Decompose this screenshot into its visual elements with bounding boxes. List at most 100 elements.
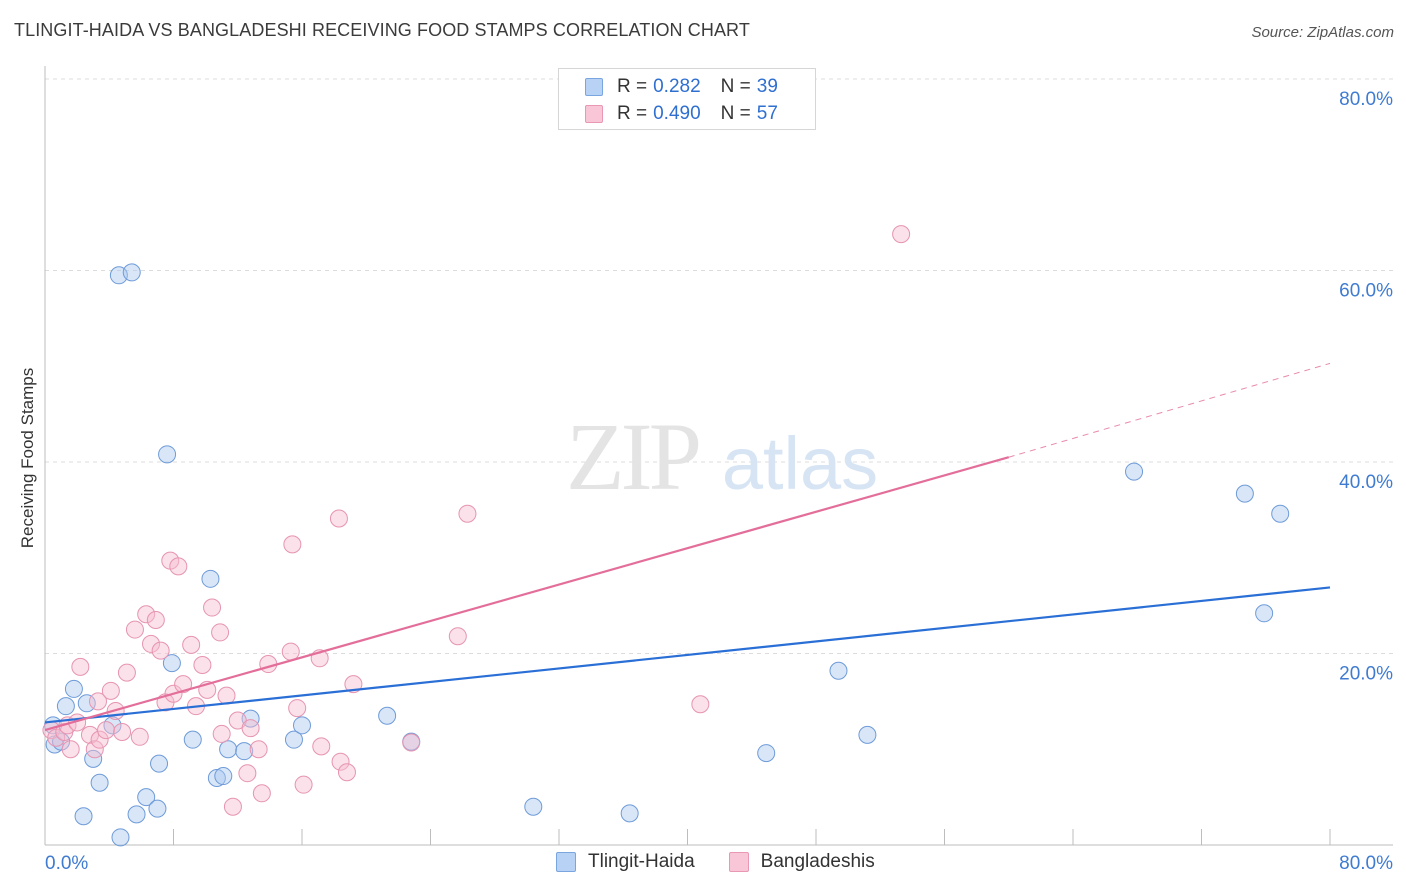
tlingit-haida-point-26 — [284, 730, 303, 749]
bangladeshis-point-50 — [337, 763, 356, 782]
legend-r-label: R = — [617, 103, 648, 124]
bangladeshis-point-35 — [223, 797, 242, 816]
tlingit-haida-point-34 — [858, 725, 877, 744]
legend-r-value: 0.282 — [653, 76, 701, 97]
tlingit-haida-point-24 — [235, 742, 254, 761]
legend-row-bangladeshis: R = 0.490 N = 57 — [585, 103, 778, 125]
x-tick-label-1: 80.0% — [1339, 853, 1393, 874]
tlingit-haida-point-38 — [1271, 504, 1290, 523]
bangladeshis-point-53 — [448, 627, 467, 646]
y-axis-label: Receiving Food Stamps — [18, 367, 37, 549]
bangladeshis-point-20 — [146, 610, 165, 629]
tlingit-haida-point-32 — [757, 744, 776, 763]
x-tick-label-0: 0.0% — [45, 853, 88, 874]
tlingit-haida-point-33 — [829, 661, 848, 680]
tlingit-haida-point-35 — [1125, 462, 1144, 481]
legend-swatch-pink — [585, 105, 603, 123]
tlingit-haida-point-7 — [84, 749, 103, 768]
trend-layer — [44, 362, 1331, 732]
points-layer — [42, 225, 1290, 847]
tlingit-haida-point-17 — [158, 445, 177, 464]
y-tick-label-1: 40.0% — [1339, 472, 1393, 493]
watermark-zip: ZIP — [566, 403, 699, 510]
legend-n-value: 57 — [756, 103, 778, 124]
bangladeshis-point-42 — [281, 642, 300, 661]
bangladeshis-point-14 — [113, 723, 132, 742]
bangladeshis-point-21 — [151, 641, 170, 660]
grid-layer — [45, 78, 1393, 654]
tlingit-haida-point-12 — [122, 263, 141, 282]
bangladeshis-point-9 — [89, 692, 108, 711]
tlingit-haida-point-16 — [150, 754, 169, 773]
bangladeshis-point-25 — [169, 557, 188, 576]
bangladeshis-point-55 — [691, 695, 710, 714]
tlingit-haida-trend-line — [44, 586, 1331, 724]
bangladeshis-point-29 — [193, 655, 212, 674]
bangladeshis-point-39 — [249, 740, 268, 759]
series-legend-label: Tlingit-Haida — [588, 851, 695, 872]
tlingit-haida-point-6 — [77, 694, 96, 713]
y-tick-label-3: 80.0% — [1339, 89, 1393, 110]
bangladeshis-point-15 — [117, 663, 136, 682]
tlingit-haida-point-4 — [64, 679, 83, 698]
tlingit-haida-point-13 — [127, 805, 146, 824]
source-note: Source: ZipAtlas.com — [1251, 24, 1394, 41]
legend-swatch-blue — [585, 78, 603, 96]
series-legend-item-tlingit-haida: Tlingit-Haida — [556, 851, 695, 873]
y-tick-label-0: 20.0% — [1339, 664, 1393, 685]
bangladeshis-point-37 — [238, 764, 257, 783]
tlingit-haida-point-14 — [137, 788, 156, 807]
tlingit-haida-point-3 — [56, 697, 75, 716]
bangladeshis-point-34 — [217, 686, 236, 705]
tlingit-haida-point-21 — [207, 768, 226, 787]
watermark-atlas: atlas — [722, 422, 878, 505]
bangladeshis-point-33 — [212, 724, 231, 743]
legend-n-value: 39 — [756, 76, 778, 97]
bangladeshis-point-48 — [331, 752, 350, 771]
correlation-legend: R = 0.282 N = 39 R = 0.490 N = 57 — [558, 68, 816, 130]
bangladeshis-point-32 — [211, 623, 230, 642]
tlingit-haida-point-5 — [74, 807, 93, 826]
bangladeshis-point-12 — [101, 681, 120, 700]
bangladeshis-point-45 — [294, 775, 313, 794]
bangladeshis-point-11 — [97, 721, 116, 740]
legend-row-tlingit-haida: R = 0.282 N = 39 — [585, 76, 778, 98]
bangladeshis-point-43 — [283, 535, 302, 554]
series-legend-swatch-blue — [556, 852, 576, 872]
bangladeshis-point-19 — [142, 634, 161, 653]
bangladeshis-point-54 — [458, 504, 477, 523]
bangladeshis-point-18 — [137, 605, 156, 624]
tlingit-haida-point-28 — [378, 706, 397, 725]
series-legend-item-bangladeshis: Bangladeshis — [728, 851, 875, 873]
bangladeshis-point-6 — [71, 657, 90, 676]
legend-r-value: 0.490 — [653, 103, 701, 124]
bangladeshis-point-56 — [892, 225, 911, 244]
bangladeshis-point-41 — [259, 655, 278, 674]
legend-n-label: N = — [720, 103, 751, 124]
tlingit-haida-point-31 — [620, 804, 639, 823]
axis-layer — [44, 66, 1393, 846]
bangladeshis-point-49 — [329, 509, 348, 528]
chart-title: TLINGIT-HAIDA VS BANGLADESHI RECEIVING F… — [14, 20, 750, 40]
tlingit-haida-point-23 — [219, 740, 238, 759]
bangladeshis-point-26 — [174, 675, 193, 694]
tick-label-layer: 20.0% 40.0% 60.0% 80.0% 0.0% 80.0% — [45, 89, 1393, 874]
bangladeshis-trend-extension — [1008, 362, 1331, 458]
series-legend-label: Bangladeshis — [760, 851, 875, 872]
legend-n-label: N = — [720, 76, 751, 97]
watermark: ZIP atlas — [566, 403, 878, 510]
tlingit-haida-point-30 — [524, 797, 543, 816]
tlingit-haida-point-8 — [90, 773, 109, 792]
bangladeshis-point-38 — [241, 719, 260, 738]
bangladeshis-point-10 — [90, 730, 109, 749]
bangladeshis-point-4 — [61, 740, 80, 759]
bangladeshis-point-16 — [125, 620, 144, 639]
legend-r-label: R = — [617, 76, 648, 97]
bangladeshis-point-44 — [288, 699, 307, 718]
tlingit-haida-point-20 — [201, 569, 220, 588]
bangladeshis-trend-line — [44, 456, 1010, 732]
y-tick-label-2: 60.0% — [1339, 281, 1393, 302]
series-legend-swatch-pink — [728, 852, 749, 872]
bangladeshis-point-31 — [203, 598, 222, 617]
